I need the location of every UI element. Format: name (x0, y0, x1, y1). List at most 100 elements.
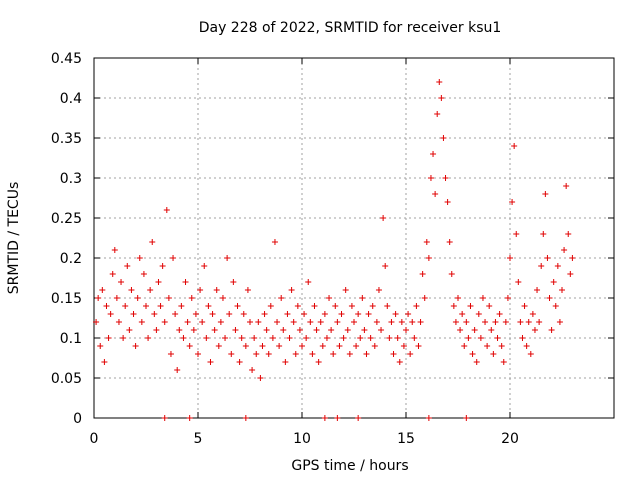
data-point (338, 311, 345, 317)
data-point (321, 311, 328, 317)
data-point (224, 255, 231, 261)
data-point (548, 327, 555, 333)
data-point (207, 359, 214, 365)
data-point (195, 351, 201, 357)
data-point (126, 327, 133, 333)
data-point (124, 263, 131, 269)
data-point (504, 295, 511, 301)
data-point (280, 327, 287, 333)
data-point (151, 311, 158, 317)
data-point (288, 287, 295, 293)
data-point (136, 255, 143, 261)
data-points (93, 79, 576, 421)
data-point (567, 271, 574, 277)
data-point (278, 295, 285, 301)
data-point (355, 415, 362, 421)
data-point (471, 327, 478, 333)
data-point (219, 295, 226, 301)
data-point (282, 359, 289, 365)
x-axis-label: GPS time / hours (291, 458, 408, 474)
data-point (488, 327, 495, 333)
data-point (296, 327, 303, 333)
data-point (513, 231, 520, 237)
data-point (425, 255, 432, 261)
data-point (344, 327, 351, 333)
x-axis: 0 5 10 15 20 (90, 58, 519, 447)
data-point (373, 319, 380, 325)
data-point (413, 303, 420, 309)
data-point (209, 311, 216, 317)
data-point (550, 279, 557, 285)
data-point (463, 319, 470, 325)
y-tick-label: 0.45 (51, 51, 82, 67)
x-tick-label: 5 (194, 431, 203, 447)
data-point (180, 335, 187, 341)
y-tick-label: 0.4 (60, 91, 82, 107)
data-point (490, 351, 497, 357)
data-point (521, 303, 528, 309)
data-point (517, 319, 524, 325)
y-tick-label: 0 (73, 411, 82, 427)
data-point (128, 287, 135, 293)
data-point (384, 303, 391, 309)
data-point (411, 335, 418, 341)
data-point (317, 319, 324, 325)
data-point (398, 319, 405, 325)
data-point (276, 343, 283, 349)
data-point (361, 327, 368, 333)
data-point (407, 351, 414, 357)
data-point (130, 311, 137, 317)
data-point (519, 335, 526, 341)
data-point (170, 255, 177, 261)
data-point (120, 335, 127, 341)
data-point (203, 335, 210, 341)
x-tick-label: 20 (501, 431, 519, 447)
data-point (301, 311, 308, 317)
data-point (222, 335, 229, 341)
data-point (105, 335, 112, 341)
data-point (563, 183, 570, 189)
y-tick-label: 0.25 (51, 211, 82, 227)
data-point (531, 327, 538, 333)
data-point (134, 295, 141, 301)
data-point (328, 327, 335, 333)
data-point (498, 343, 505, 349)
y-tick-label: 0.1 (60, 331, 82, 347)
data-point (388, 319, 395, 325)
data-point (115, 319, 122, 325)
data-point (559, 287, 565, 293)
data-point (122, 303, 129, 309)
data-point (336, 343, 343, 349)
data-point (473, 359, 480, 365)
data-point (502, 319, 509, 325)
data-point (461, 343, 468, 349)
data-point (311, 303, 318, 309)
data-point (556, 319, 563, 325)
data-point (500, 359, 507, 365)
data-point (400, 343, 407, 349)
data-point (367, 335, 374, 341)
data-point (111, 247, 118, 253)
data-point (186, 415, 193, 421)
data-point (157, 303, 164, 309)
data-point (332, 303, 339, 309)
data-point (469, 351, 476, 357)
data-point (351, 319, 357, 325)
data-point (507, 255, 513, 261)
data-point (292, 351, 299, 357)
data-point (145, 335, 152, 341)
plot-frame (93, 57, 615, 419)
y-tick-label: 0.3 (60, 171, 82, 187)
data-point (167, 351, 174, 357)
data-point (378, 327, 385, 333)
data-point (432, 191, 439, 197)
data-point (421, 295, 428, 301)
data-point (147, 287, 154, 293)
data-point (303, 335, 310, 341)
grid-lines (94, 58, 614, 418)
data-point (113, 295, 120, 301)
data-point (197, 287, 204, 293)
data-point (334, 415, 341, 421)
data-point (184, 319, 191, 325)
